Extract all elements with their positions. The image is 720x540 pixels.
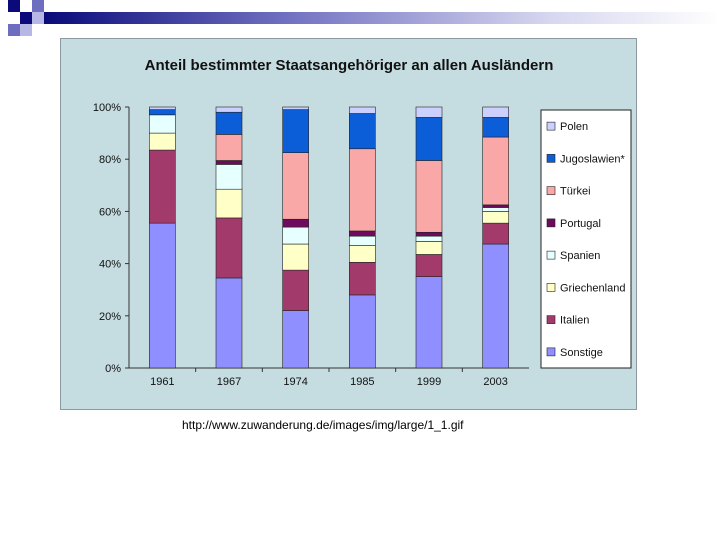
bar-segment-t-rkei-2003 bbox=[482, 136, 509, 206]
bar-segment-sonstige-1974 bbox=[282, 310, 309, 369]
legend-label: Griechenland bbox=[560, 282, 625, 294]
bar-segment-polen-1967 bbox=[215, 106, 243, 113]
bar-segment-spanien-1985 bbox=[349, 235, 376, 246]
bar-segment-sonstige-1985 bbox=[349, 294, 376, 369]
chart-frame: Anteil bestimmter Staatsangehöriger an a… bbox=[60, 38, 637, 410]
legend-label: Portugal bbox=[560, 218, 601, 230]
bar-segment-italien-1961 bbox=[149, 149, 176, 224]
bar-segment-griechenland-1974 bbox=[282, 243, 309, 271]
x-tick-label: 1974 bbox=[283, 376, 307, 388]
bar-segment-portugal-1974 bbox=[282, 218, 309, 228]
legend: Polen Jugoslawien* Türkei Portugal Spanien Gr… bbox=[540, 109, 632, 369]
corner-square bbox=[32, 0, 44, 12]
legend-label: Italien bbox=[560, 315, 589, 327]
corner-square bbox=[20, 12, 32, 24]
x-tick-label: 1967 bbox=[217, 376, 241, 388]
bar-segment-portugal-1999 bbox=[415, 231, 443, 237]
bar-segment-jugoslawien-2003 bbox=[482, 117, 509, 138]
bar-segment-italien-1999 bbox=[415, 254, 443, 277]
bars bbox=[149, 106, 509, 369]
bar-segment-polen-2003 bbox=[482, 106, 509, 118]
legend-label: Polen bbox=[560, 121, 588, 133]
x-tick-label: 1961 bbox=[150, 376, 174, 388]
legend-label: Spanien bbox=[560, 250, 600, 262]
bar-segment-italien-1967 bbox=[215, 217, 243, 279]
bar-segment-griechenland-1961 bbox=[149, 132, 176, 151]
bar-segment-italien-2003 bbox=[482, 222, 509, 245]
bar-segment-italien-1974 bbox=[282, 269, 309, 311]
legend-label: Sonstige bbox=[560, 347, 603, 359]
bar-segment-sonstige-1999 bbox=[415, 276, 443, 369]
x-tick-label: 2003 bbox=[483, 376, 507, 388]
legend-swatch bbox=[546, 283, 556, 292]
stacked-bar-chart: Anteil bestimmter Staatsangehöriger an a… bbox=[93, 57, 632, 388]
corner-square bbox=[20, 24, 32, 36]
bar-segment-polen-1974 bbox=[282, 106, 309, 110]
bar-segment-polen-1999 bbox=[415, 106, 443, 118]
bar-segment-jugoslawien-1985 bbox=[349, 113, 376, 150]
bar-segment-polen-1961 bbox=[149, 106, 176, 110]
corner-square bbox=[32, 12, 44, 24]
bar-segment-spanien-1961 bbox=[149, 114, 176, 134]
legend-swatch bbox=[546, 186, 556, 195]
y-tick-label: 0% bbox=[105, 363, 121, 375]
legend-swatch bbox=[546, 218, 556, 228]
bar-segment-italien-1985 bbox=[349, 261, 376, 296]
bar-segment-griechenland-1967 bbox=[215, 188, 243, 219]
x-tick-label: 1985 bbox=[350, 376, 374, 388]
bar-segment-sonstige-1967 bbox=[215, 277, 243, 369]
bar-segment-portugal-1967 bbox=[215, 160, 243, 165]
legend-box bbox=[540, 109, 632, 369]
bar-segment-sonstige-1961 bbox=[149, 222, 176, 369]
legend-swatch bbox=[546, 347, 556, 357]
legend-swatch bbox=[546, 250, 556, 260]
legend-label: Türkei bbox=[560, 186, 591, 198]
y-tick-label: 60% bbox=[99, 206, 121, 218]
bar-segment-spanien-1974 bbox=[282, 226, 309, 245]
corner-decoration bbox=[0, 0, 720, 40]
bar-segment-griechenland-2003 bbox=[482, 211, 509, 224]
source-caption[interactable]: http://www.zuwanderung.de/images/img/lar… bbox=[182, 418, 464, 432]
bar-segment-jugoslawien-1961 bbox=[149, 109, 176, 116]
chart-title: Anteil bestimmter Staatsangehöriger an a… bbox=[145, 57, 554, 74]
bar-segment-t-rkei-1967 bbox=[215, 134, 243, 161]
corner-square bbox=[8, 24, 20, 36]
bar-segment-jugoslawien-1974 bbox=[282, 109, 309, 153]
legend-label: Jugoslawien* bbox=[560, 153, 626, 165]
bar-segment-griechenland-1985 bbox=[349, 245, 376, 263]
y-tick-label: 20% bbox=[99, 311, 121, 323]
bar-segment-griechenland-1999 bbox=[415, 241, 443, 255]
bar-segment-spanien-2003 bbox=[482, 207, 509, 212]
y-tick-label: 100% bbox=[93, 102, 121, 114]
bar-segment-t-rkei-1999 bbox=[415, 160, 443, 233]
bar-segment-jugoslawien-1999 bbox=[415, 117, 443, 161]
y-tick-label: 80% bbox=[99, 154, 121, 166]
bar-segment-polen-1985 bbox=[349, 106, 376, 114]
bar-segment-spanien-1967 bbox=[215, 164, 243, 190]
bar-segment-t-rkei-1974 bbox=[282, 152, 309, 220]
bar-segment-t-rkei-1985 bbox=[349, 148, 376, 232]
x-tick-label: 1999 bbox=[417, 376, 441, 388]
bar-segment-portugal-2003 bbox=[482, 204, 509, 208]
bar-segment-sonstige-2003 bbox=[482, 243, 509, 369]
axes: 0% 20% 40% 60% 80% 100% 1961 1967 1974 1985 1999 20… bbox=[93, 102, 529, 388]
top-gradient-bar bbox=[44, 12, 720, 24]
bar-segment-jugoslawien-1967 bbox=[215, 111, 243, 135]
legend-swatch bbox=[546, 315, 556, 324]
bar-segment-portugal-1985 bbox=[349, 230, 376, 237]
legend-swatch bbox=[546, 154, 556, 163]
legend-swatch bbox=[546, 121, 556, 131]
bar-segment-spanien-1999 bbox=[415, 235, 443, 242]
corner-square bbox=[8, 0, 20, 12]
y-tick-label: 40% bbox=[99, 259, 121, 271]
